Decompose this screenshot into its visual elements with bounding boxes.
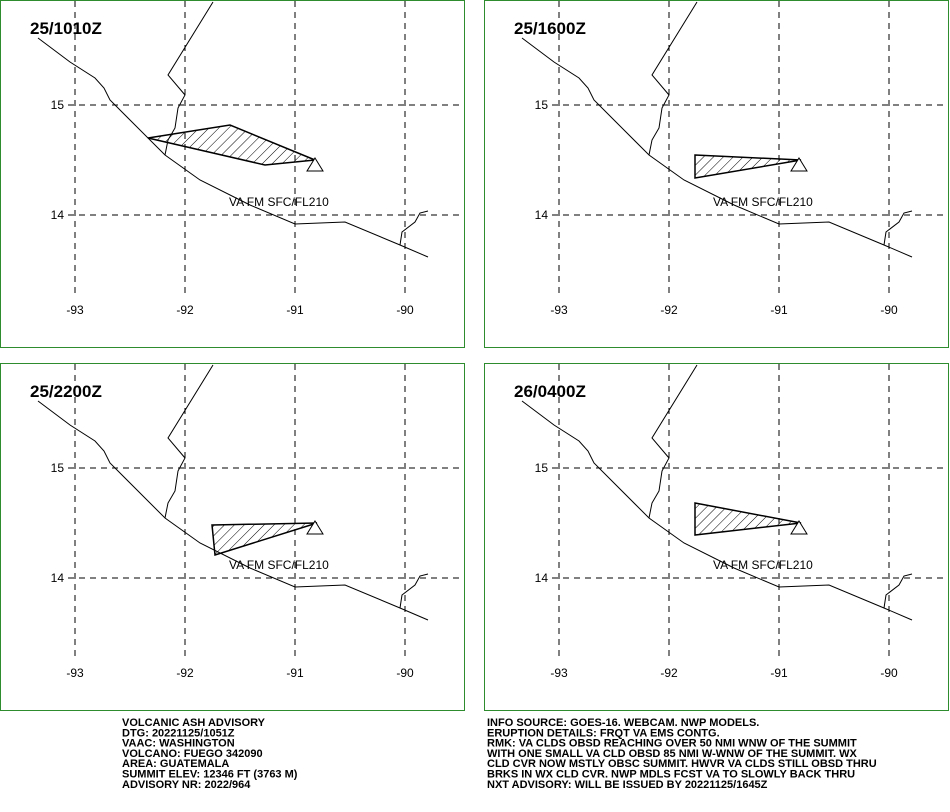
lon-label: -93: [550, 666, 568, 680]
panel-frame: [0, 0, 465, 348]
advisory-line: ADVISORY NR: 2022/964: [122, 779, 251, 791]
lat-label: 14: [535, 571, 549, 585]
lon-label: -91: [286, 303, 304, 317]
lat-label: 14: [51, 208, 65, 222]
coastline: [883, 573, 913, 609]
lon-label: -90: [396, 303, 414, 317]
advisory-line: AREA: GUATEMALA: [122, 758, 229, 770]
lat-label: 15: [535, 98, 549, 112]
lon-label: -90: [880, 303, 898, 317]
lat-label: 14: [535, 208, 549, 222]
coastline: [399, 210, 429, 246]
panel-time: 26/0400Z: [514, 382, 586, 401]
advisory-line: INFO SOURCE: GOES-16. WEBCAM. NWP MODELS…: [487, 717, 759, 729]
panel-time: 25/2200Z: [30, 382, 102, 401]
advisory-line: VOLCANO: FUEGO 342090: [122, 748, 263, 760]
ash-label: VA FM SFC/FL210: [713, 195, 813, 209]
lon-label: -92: [176, 666, 194, 680]
lon-label: -91: [770, 666, 788, 680]
lat-label: 15: [535, 461, 549, 475]
lon-label: -92: [660, 666, 678, 680]
panel-time: 25/1010Z: [30, 19, 102, 38]
lat-label: 15: [51, 98, 65, 112]
volcano-symbol: [790, 157, 808, 172]
map-panel: 15 14 -93 -92 -91 -90 26/0400Z VA FM SFC/FL210: [484, 363, 949, 711]
advisory-line: DTG: 20221125/1051Z: [122, 727, 235, 739]
lon-label: -90: [396, 666, 414, 680]
coastline: [883, 210, 913, 246]
ash-label: VA FM SFC/FL210: [713, 558, 813, 572]
lon-label: -93: [550, 303, 568, 317]
advisory-line: NXT ADVISORY: WILL BE ISSUED BY 20221125…: [487, 779, 768, 791]
lon-label: -91: [770, 303, 788, 317]
advisory-line: VAAC: WASHINGTON: [122, 738, 235, 750]
ash-label: VA FM SFC/FL210: [229, 558, 329, 572]
lon-label: -91: [286, 666, 304, 680]
lon-label: -90: [880, 666, 898, 680]
advisory-line: RMK: VA CLDS OBSD REACHING OVER 50 NMI W…: [487, 738, 857, 750]
coastline: [648, 364, 698, 519]
lat-label: 15: [51, 461, 65, 475]
advisory-line: CLD CVR NOW MSTLY OBSC SUMMIT. HWVR VA C…: [487, 758, 877, 770]
lon-label: -92: [660, 303, 678, 317]
lon-label: -93: [66, 303, 84, 317]
advisory-line: ERUPTION DETAILS: FRQT VA EMS CONTG.: [487, 727, 720, 739]
advisory-line: SUMMIT ELEV: 12346 FT (3763 M): [122, 769, 298, 781]
lon-label: -93: [66, 666, 84, 680]
map-panel: 15 14 -93 -92 -91 -90 25/1600Z VA FM SFC/FL210: [484, 0, 949, 348]
coastline: [164, 364, 214, 519]
panel-time: 25/1600Z: [514, 19, 586, 38]
ash-area: [694, 154, 802, 179]
ash-area: [211, 522, 318, 556]
panel-frame: [484, 363, 949, 711]
advisory-line: BRKS IN WX CLD CVR. NWP MDLS FCST VA TO …: [487, 769, 855, 781]
volcano-symbol: [306, 157, 324, 172]
ash-label: VA FM SFC/FL210: [229, 195, 329, 209]
advisory-line: WITH ONE SMALL VA CLD OBSD 85 NMI W-WNW …: [487, 748, 858, 760]
volcano-symbol: [790, 520, 808, 535]
coastline: [648, 1, 698, 156]
advisory-line: VOLCANIC ASH ADVISORY: [122, 717, 266, 729]
coastline: [399, 573, 429, 609]
volcano-symbol: [306, 520, 324, 535]
map-panel: 15 14 -93 -92 -91 -90 25/1010Z VA FM SFC/FL210: [0, 0, 465, 348]
map-panel: 15 14 -93 -92 -91 -90 25/2200Z VA FM SFC/FL210: [0, 363, 465, 711]
lat-label: 14: [51, 571, 65, 585]
ash-area: [694, 502, 802, 536]
lon-label: -92: [176, 303, 194, 317]
